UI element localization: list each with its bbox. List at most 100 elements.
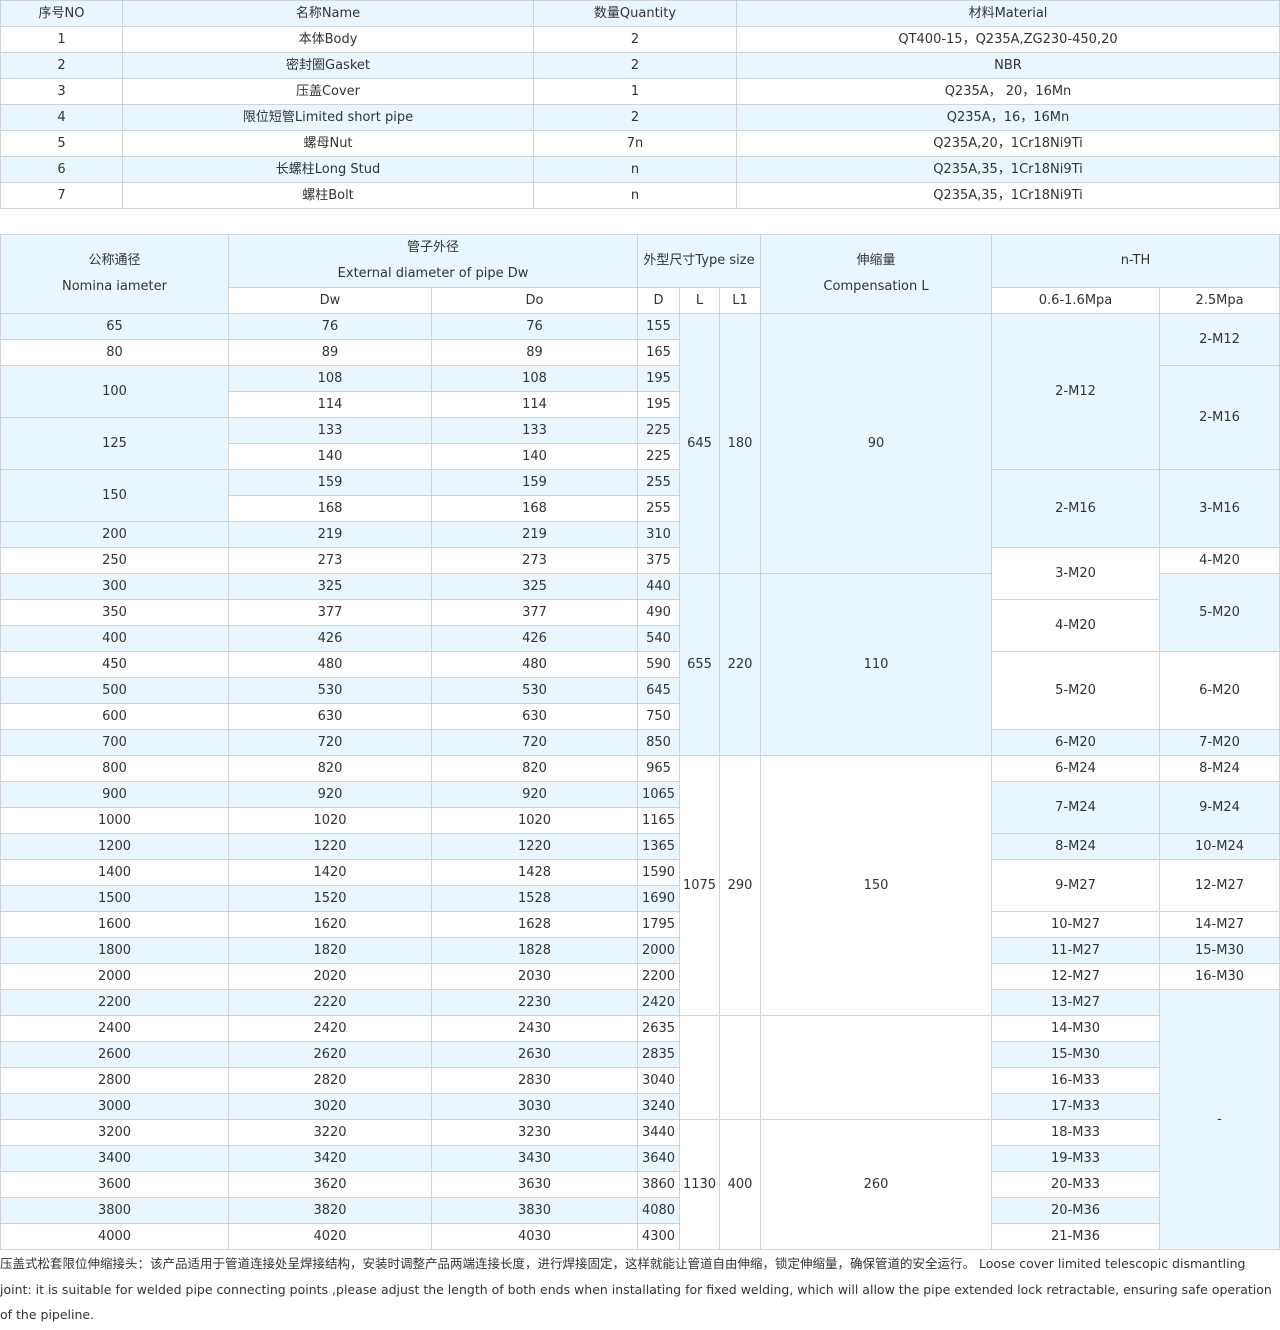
dw-cell: 273: [228, 547, 432, 574]
nth-low-cell: 21-M36: [991, 1223, 1161, 1250]
table-row: 5 螺母Nut 7n Q235A,20，1Cr18Ni9Ti: [0, 130, 1280, 157]
d-cell: 750: [637, 703, 680, 730]
do-cell: 1528: [431, 885, 638, 912]
do-cell: 1628: [431, 911, 638, 938]
nth-low-cell: 14-M30: [991, 1015, 1161, 1042]
compensation-cell: 90: [760, 313, 993, 574]
dw-cell: 159: [228, 469, 432, 496]
l1-cell: 180: [718, 313, 762, 574]
dw-cell: 168: [228, 495, 432, 522]
table-row: 168 168 255: [1, 495, 1280, 522]
quantity-header: 数量Quantity: [533, 0, 737, 27]
table-row: 3200 3220 3230 3440 1130 400 260 18-M33: [0, 1119, 1280, 1250]
nth-low-cell: 20-M33: [991, 1171, 1161, 1198]
dw-cell: 3820: [228, 1197, 432, 1224]
table-row: 2 密封圈Gasket 2 NBR: [0, 52, 1280, 79]
d-cell: 590: [637, 651, 680, 678]
d-cell: 195: [637, 391, 680, 418]
material-cell: Q235A,35，1Cr18Ni9Ti: [736, 156, 1280, 183]
nth-high-cell: 5-M20: [1159, 573, 1280, 652]
l1-cell: 400: [718, 1119, 762, 1250]
dw-cell: 2820: [228, 1067, 432, 1094]
do-cell: 133: [431, 417, 638, 444]
dn-cell: 450: [0, 651, 229, 678]
dn-cell: 2800: [0, 1067, 229, 1094]
l-cell: [679, 1015, 720, 1120]
name-cell: 压盖Cover: [122, 78, 534, 105]
table-row: 2400 2420 2430 2635 14-M30: [0, 1015, 1280, 1120]
l-cell: 645: [679, 313, 720, 574]
d-cell: 4300: [637, 1223, 680, 1250]
quantity-cell: n: [533, 156, 737, 183]
nth-high-cell: 6-M20: [1159, 651, 1280, 730]
table-row: 450 480 480 590 5-M20 6-M20: [0, 651, 1280, 730]
dn-cell: 1200: [0, 833, 229, 860]
d-cell: 1590: [637, 859, 680, 886]
dw-cell: 2020: [228, 963, 432, 990]
nth-low-cell: 20-M36: [991, 1197, 1161, 1224]
do-cell: 108: [431, 365, 638, 392]
dw-cell: 3020: [228, 1093, 432, 1120]
dw-cell: 820: [228, 755, 432, 782]
dw-cell: 2220: [228, 989, 432, 1016]
d-cell: 255: [637, 469, 680, 496]
do-cell: 2630: [431, 1041, 638, 1068]
d-cell: 155: [637, 313, 680, 340]
dn-cell: 3000: [0, 1093, 229, 1120]
dn-cell: 250: [0, 547, 229, 574]
do-cell: 3830: [431, 1197, 638, 1224]
no-cell: 5: [0, 130, 123, 157]
dw-cell: 114: [228, 391, 432, 418]
dn-cell: 80: [0, 339, 229, 366]
do-cell: 159: [431, 469, 638, 496]
d-cell: 850: [637, 729, 680, 756]
d-cell: 4080: [637, 1197, 680, 1224]
do-cell: 2430: [431, 1015, 638, 1042]
dn-cell: 900: [0, 781, 229, 808]
no-cell: 6: [0, 156, 123, 183]
d-cell: 3640: [637, 1145, 680, 1172]
nth-low-cell: 7-M24: [991, 781, 1161, 834]
d-cell: 2835: [637, 1041, 680, 1068]
nth-high-cell: 14-M27: [1159, 911, 1280, 938]
nth-high-cell: 2-M16: [1159, 365, 1280, 470]
dn-cell: 300: [0, 573, 229, 600]
dw-cell: 920: [228, 781, 432, 808]
dn-cell: 3800: [0, 1197, 229, 1224]
table-row: 7 螺柱Bolt n Q235A,35，1Cr18Ni9Ti: [0, 182, 1280, 209]
do-cell: 4030: [431, 1223, 638, 1250]
nth-high-cell: 15-M30: [1159, 937, 1280, 964]
l-cell: 1075: [679, 755, 720, 1016]
dn-cell: 1500: [0, 885, 229, 912]
d-cell: 2635: [637, 1015, 680, 1042]
d-cell: 195: [637, 365, 680, 392]
d-cell: 1365: [637, 833, 680, 860]
dw-cell: 630: [228, 703, 432, 730]
product-description: 压盖式松套限位伸缩接头：该产品适用于管道连接处呈焊接结构，安装时调整产品两端连接…: [0, 1256, 1272, 1322]
name-cell: 密封圈Gasket: [122, 52, 534, 79]
do-cell: 3230: [431, 1119, 638, 1146]
do-cell: 3030: [431, 1093, 638, 1120]
l-header: L: [679, 287, 720, 314]
table-row: 2000 2020 2030 2200 12-M27 16-M30: [0, 963, 1280, 990]
header-row: 序号NO 名称Name 数量Quantity 材料Material: [0, 0, 1280, 27]
d-cell: 3240: [637, 1093, 680, 1120]
table-row: 2600 2620 2630 2835 15-M30: [0, 1041, 1280, 1068]
no-cell: 1: [0, 26, 123, 53]
name-cell: 螺柱Bolt: [122, 182, 534, 209]
do-cell: 3430: [431, 1145, 638, 1172]
dn-cell: 2600: [0, 1041, 229, 1068]
dn-cell: 2000: [0, 963, 229, 990]
material-cell: Q235A， 20，16Mn: [736, 78, 1280, 105]
dw-cell: 720: [228, 729, 432, 756]
do-cell: 273: [431, 547, 638, 574]
dw-cell: 1820: [228, 937, 432, 964]
do-cell: 820: [431, 755, 638, 782]
table-row: 65 76 76 155 645 180 90 2-M12 2-M12: [0, 313, 1280, 574]
l1-cell: 290: [718, 755, 762, 1016]
do-cell: 1828: [431, 937, 638, 964]
quantity-cell: 2: [533, 52, 737, 79]
do-cell: 89: [431, 339, 638, 366]
d-cell: 1165: [637, 807, 680, 834]
nth-low-cell: 19-M33: [991, 1145, 1161, 1172]
